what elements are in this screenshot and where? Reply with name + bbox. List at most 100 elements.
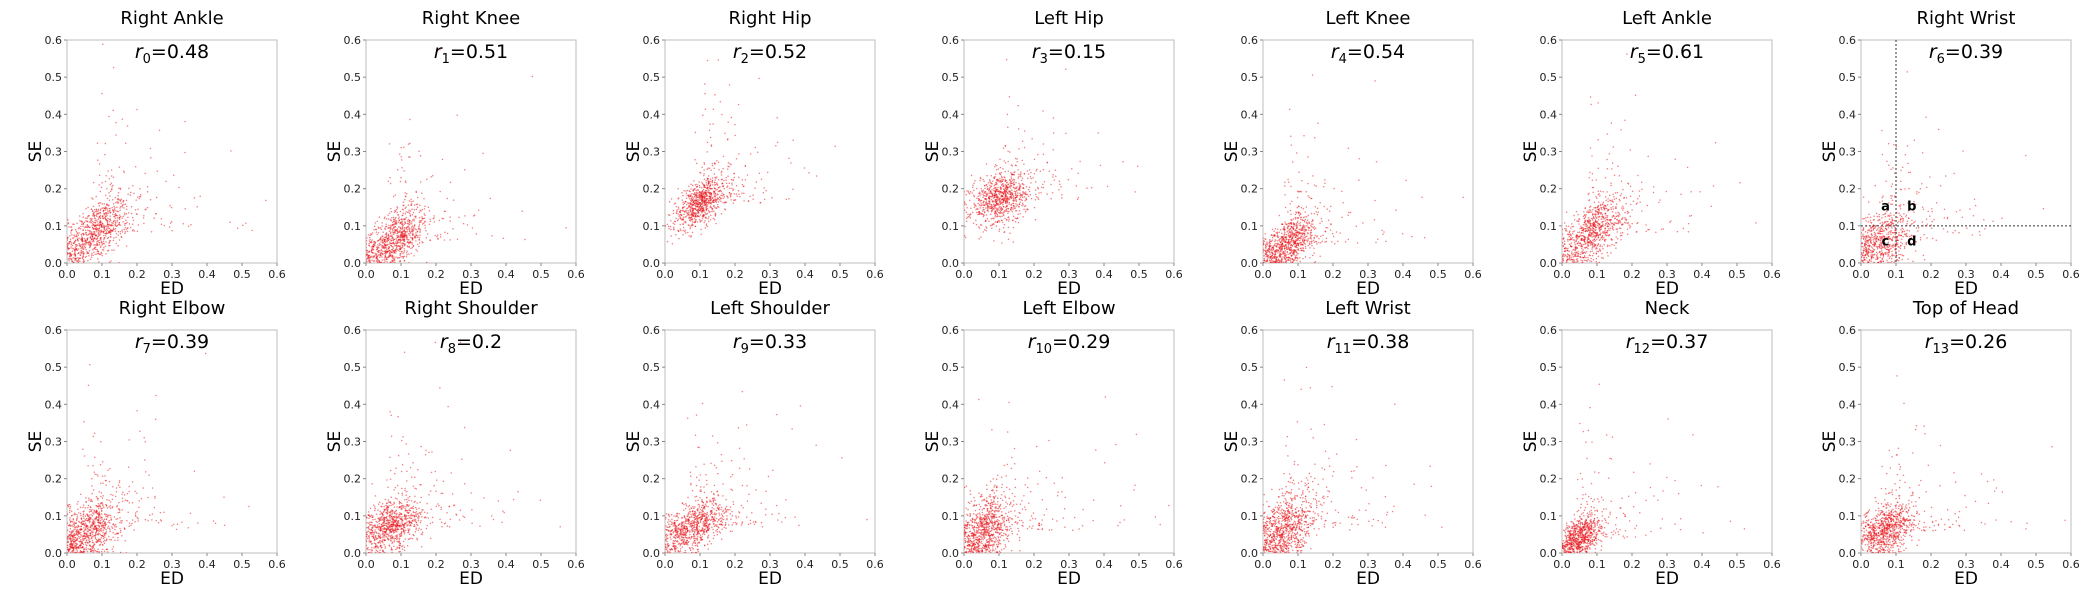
data-point <box>1302 208 1305 210</box>
data-point <box>133 230 136 232</box>
data-point <box>388 249 391 252</box>
data-point <box>109 239 111 242</box>
data-point <box>103 225 106 228</box>
data-point <box>98 226 101 229</box>
data-point <box>443 239 446 241</box>
data-point <box>139 195 142 198</box>
data-point <box>697 195 700 197</box>
data-point <box>1009 179 1011 181</box>
data-point <box>402 239 404 241</box>
data-point <box>411 241 413 244</box>
data-point <box>758 172 761 174</box>
data-point <box>1313 247 1315 250</box>
data-point <box>1306 219 1309 221</box>
data-point <box>1021 202 1024 204</box>
data-point <box>1018 186 1021 188</box>
data-point <box>1282 253 1285 255</box>
data-point <box>403 244 406 246</box>
data-point <box>995 213 998 215</box>
data-point <box>983 184 986 187</box>
data-point <box>970 174 973 177</box>
data-point <box>1324 179 1326 181</box>
data-point <box>398 219 401 222</box>
data-point <box>80 235 83 237</box>
data-point <box>718 186 720 189</box>
data-point <box>1604 220 1606 222</box>
data-point <box>1286 242 1289 244</box>
data-point <box>1016 160 1019 163</box>
data-point <box>964 203 965 206</box>
data-point <box>462 222 465 225</box>
data-point <box>401 221 403 223</box>
data-point <box>107 249 110 252</box>
data-point <box>1296 196 1299 199</box>
data-point <box>1300 218 1302 221</box>
data-point <box>692 203 695 206</box>
data-point <box>993 212 996 215</box>
data-point <box>396 234 398 237</box>
data-point <box>108 207 110 210</box>
data-point <box>383 240 386 242</box>
data-point <box>132 229 134 231</box>
data-point <box>1304 247 1307 250</box>
data-point <box>1602 223 1604 226</box>
data-point <box>704 92 706 95</box>
data-point <box>408 230 411 232</box>
data-point <box>722 167 724 170</box>
data-point <box>433 217 435 219</box>
data-point <box>1591 239 1594 241</box>
data-point <box>1320 242 1322 244</box>
data-point <box>121 217 123 219</box>
data-point <box>68 259 70 262</box>
data-point <box>405 210 407 213</box>
data-point <box>128 223 131 225</box>
data-point <box>988 195 991 198</box>
data-point <box>983 211 986 214</box>
data-point <box>713 190 715 192</box>
data-point <box>1006 200 1009 203</box>
correlation-label: r4=0.54 <box>1331 41 1405 67</box>
data-point <box>408 239 410 241</box>
data-point <box>1563 222 1566 224</box>
data-point <box>1281 232 1283 235</box>
data-point <box>91 237 93 239</box>
data-point <box>410 222 413 225</box>
data-point <box>723 179 725 182</box>
data-point <box>108 178 111 180</box>
data-point <box>747 200 750 203</box>
data-point <box>704 220 706 222</box>
data-point <box>776 116 778 119</box>
data-point <box>122 201 124 203</box>
data-point <box>389 241 391 243</box>
data-point <box>691 196 694 198</box>
data-point <box>1016 204 1019 206</box>
data-point <box>1305 206 1308 208</box>
data-point <box>727 162 730 164</box>
data-point <box>1289 222 1292 224</box>
data-point <box>425 236 428 239</box>
data-point <box>103 217 106 219</box>
data-point <box>378 244 381 246</box>
data-point <box>1577 213 1579 216</box>
data-point <box>1004 192 1006 195</box>
data-point <box>409 118 411 121</box>
data-point <box>473 214 476 216</box>
data-point <box>1039 170 1042 173</box>
correlation-subscript: 2 <box>741 52 749 67</box>
data-point <box>405 256 408 258</box>
data-point <box>1053 179 1056 181</box>
data-point <box>1005 210 1007 213</box>
data-point <box>699 202 702 204</box>
data-point <box>104 245 107 248</box>
data-point <box>708 186 711 189</box>
data-point <box>110 182 113 185</box>
data-point <box>371 251 373 253</box>
data-point <box>105 253 107 255</box>
data-point <box>95 219 98 221</box>
data-point <box>714 196 717 198</box>
data-point <box>402 224 404 227</box>
data-point <box>382 231 384 233</box>
data-point <box>990 210 993 213</box>
data-point <box>153 217 155 219</box>
